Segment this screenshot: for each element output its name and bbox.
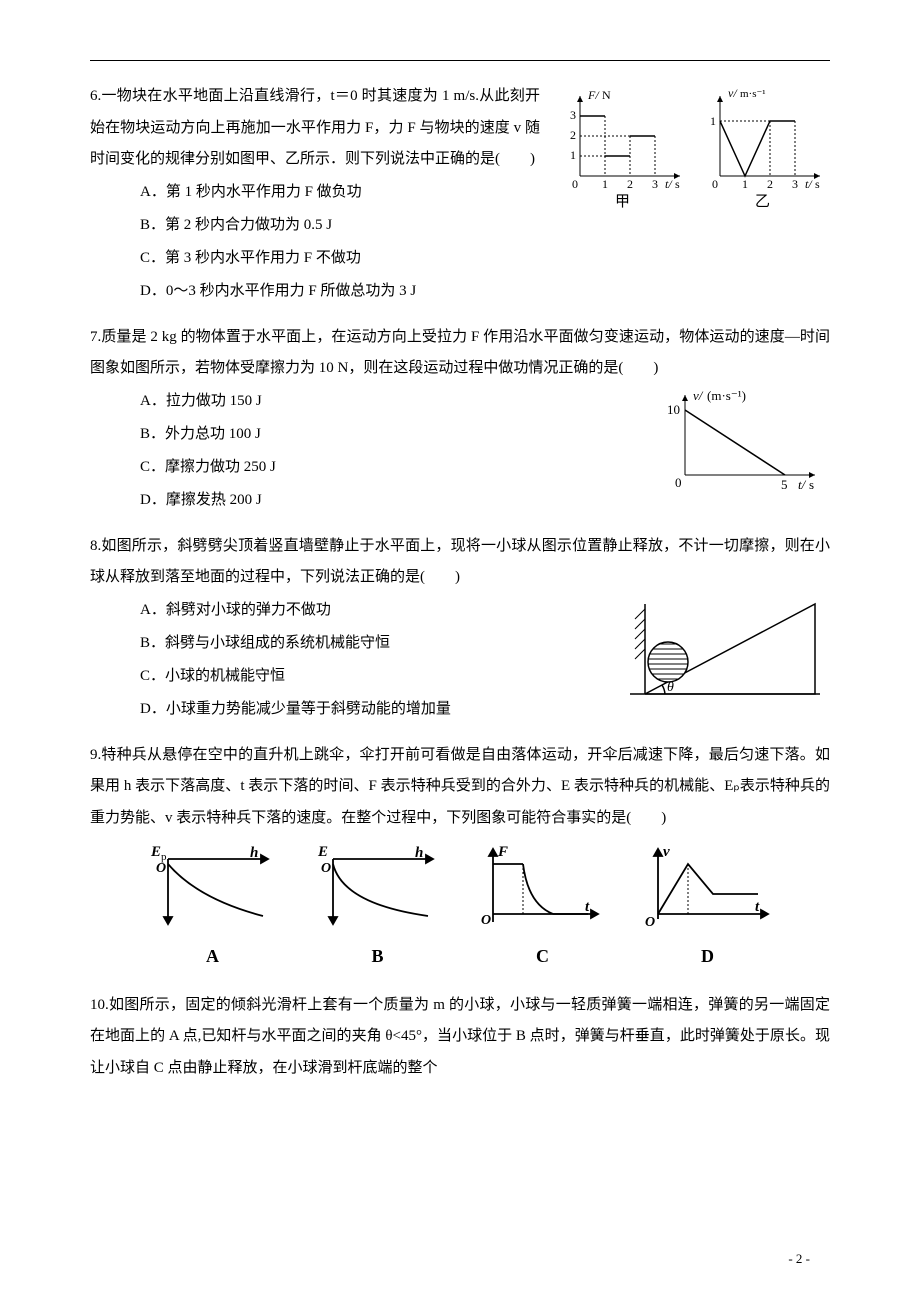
svg-text:O: O [156, 861, 166, 876]
svg-text:1: 1 [710, 114, 716, 128]
svg-text:2: 2 [767, 177, 773, 191]
question-7: 7.质量是 2 kg 的物体置于水平面上，在运动方向上受拉力 F 作用沿水平面做… [90, 322, 830, 517]
svg-text:m·s⁻¹: m·s⁻¹ [740, 88, 766, 100]
svg-text:E: E [317, 844, 328, 860]
page-top-rule [90, 60, 830, 61]
svg-text:0: 0 [712, 177, 718, 191]
q9-graph-a: E p O h A [148, 844, 278, 976]
svg-text:t: t [755, 899, 760, 915]
svg-text:s: s [815, 177, 820, 191]
q6-option-c: C．第 3 秒内水平作用力 F 不做功 [140, 242, 830, 275]
q9-graphs: E p O h A E O h B [130, 844, 790, 976]
svg-text:s: s [675, 177, 680, 191]
svg-text:0: 0 [675, 475, 682, 490]
svg-text:1: 1 [602, 177, 608, 191]
q9-graph-b: E O h B [313, 844, 443, 976]
q10-prompt: 10.如图所示，固定的倾斜光滑杆上套有一个质量为 m 的小球，小球与一轻质弹簧一… [90, 990, 830, 1085]
svg-text:E: E [150, 844, 161, 860]
q8-figure: θ [620, 594, 830, 709]
svg-text:t/: t/ [798, 477, 807, 492]
q6-option-d: D．0～3 秒内水平作用力 F 所做总功为 3 J [140, 275, 830, 308]
q9-prompt: 9.特种兵从悬停在空中的直升机上跳伞，伞打开前可看做是自由落体运动，开伞后减速下… [90, 740, 830, 835]
svg-text:3: 3 [792, 177, 798, 191]
svg-text:1: 1 [570, 148, 576, 162]
svg-text:乙: 乙 [755, 194, 770, 210]
q9-label-d: D [643, 938, 773, 976]
q9-graph-d: v O t D [643, 844, 773, 976]
svg-text:(m·s⁻¹): (m·s⁻¹) [707, 388, 746, 403]
svg-text:甲: 甲 [615, 194, 630, 210]
q9-graph-c: F O t C [478, 844, 608, 976]
question-8: 8.如图所示，斜劈劈尖顶着竖直墙壁静止于水平面上，现将一小球从图示位置静止释放，… [90, 531, 830, 726]
q6-option-b: B．第 2 秒内合力做功为 0.5 J [140, 209, 830, 242]
q8-diagram: θ [620, 594, 830, 709]
svg-text:F/: F/ [587, 88, 600, 102]
q7-prompt: 7.质量是 2 kg 的物体置于水平面上，在运动方向上受拉力 F 作用沿水平面做… [90, 322, 830, 385]
question-10: 10.如图所示，固定的倾斜光滑杆上套有一个质量为 m 的小球，小球与一轻质弹簧一… [90, 990, 830, 1085]
q9-label-c: C [478, 938, 608, 976]
q7-figure: 10 0 5 t/ s v/ (m·s⁻¹) [650, 385, 830, 495]
question-9: 9.特种兵从悬停在空中的直升机上跳伞，伞打开前可看做是自由落体运动，开伞后减速下… [90, 740, 830, 976]
svg-text:5: 5 [781, 477, 788, 492]
page-number: - 2 - [788, 1245, 810, 1272]
svg-text:s: s [809, 477, 814, 492]
svg-text:t: t [585, 899, 590, 915]
svg-text:2: 2 [627, 177, 633, 191]
svg-text:O: O [321, 861, 331, 876]
svg-text:0: 0 [572, 177, 578, 191]
svg-text:v/: v/ [728, 86, 738, 100]
svg-text:v: v [663, 844, 670, 860]
svg-text:2: 2 [570, 128, 576, 142]
svg-text:10: 10 [667, 402, 680, 417]
q6-figures: 3 2 1 0 1 2 3 t/ s F/ N 甲 [550, 81, 830, 211]
svg-text:O: O [481, 913, 491, 928]
q8-prompt: 8.如图所示，斜劈劈尖顶着竖直墙壁静止于水平面上，现将一小球从图示位置静止释放，… [90, 531, 830, 594]
svg-text:F: F [497, 844, 508, 860]
svg-text:N: N [602, 88, 611, 102]
svg-text:3: 3 [652, 177, 658, 191]
svg-text:h: h [415, 845, 423, 861]
q9-label-a: A [148, 938, 278, 976]
svg-text:h: h [250, 845, 258, 861]
question-6: 3 2 1 0 1 2 3 t/ s F/ N 甲 [90, 81, 830, 308]
svg-text:t/: t/ [665, 177, 673, 191]
q6-chart-pair: 3 2 1 0 1 2 3 t/ s F/ N 甲 [550, 81, 830, 211]
svg-text:v/: v/ [693, 388, 704, 403]
svg-text:1: 1 [742, 177, 748, 191]
q7-chart: 10 0 5 t/ s v/ (m·s⁻¹) [650, 385, 830, 495]
q9-label-b: B [313, 938, 443, 976]
svg-text:t/: t/ [805, 177, 813, 191]
svg-text:O: O [645, 915, 655, 930]
svg-text:θ: θ [667, 680, 674, 695]
svg-text:3: 3 [570, 108, 576, 122]
